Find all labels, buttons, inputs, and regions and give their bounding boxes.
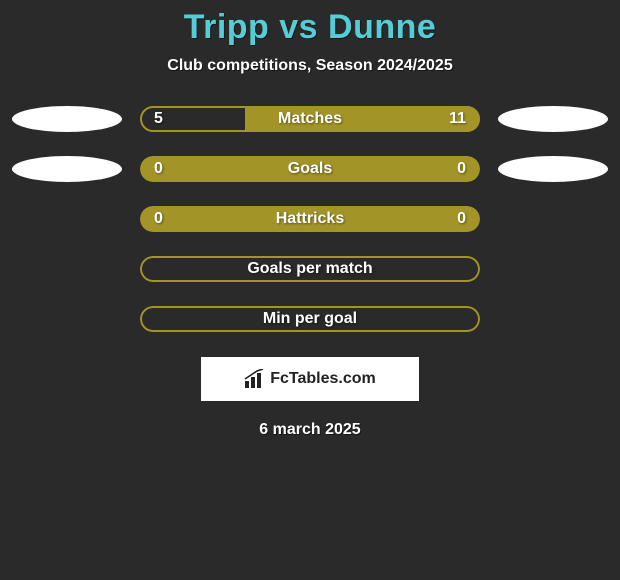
bars-icon bbox=[244, 369, 266, 389]
stat-row: 00Hattricks bbox=[12, 205, 608, 233]
left-oval bbox=[12, 156, 122, 182]
stat-label: Goals per match bbox=[140, 260, 480, 278]
page-title: Tripp vs Dunne bbox=[184, 8, 437, 47]
stat-row: Min per goal bbox=[12, 305, 608, 333]
stats-rows: 511Matches 00Goals 00Hattricks Goals per ma… bbox=[12, 105, 608, 355]
main-container: Tripp vs Dunne Club competitions, Season… bbox=[0, 0, 620, 439]
stat-label: Matches bbox=[140, 110, 480, 128]
brand-box: FcTables.com bbox=[201, 357, 419, 401]
stat-row: 00Goals bbox=[12, 155, 608, 183]
stat-bar: Goals per match bbox=[140, 256, 480, 282]
right-oval bbox=[498, 156, 608, 182]
left-oval bbox=[12, 106, 122, 132]
right-oval bbox=[498, 106, 608, 132]
brand-text: FcTables.com bbox=[270, 370, 376, 388]
stat-row: 511Matches bbox=[12, 105, 608, 133]
stat-label: Min per goal bbox=[140, 310, 480, 328]
stat-bar: 00Goals bbox=[140, 156, 480, 182]
stat-label: Goals bbox=[140, 160, 480, 178]
stat-bar: 00Hattricks bbox=[140, 206, 480, 232]
stat-label: Hattricks bbox=[140, 210, 480, 228]
stat-bar: Min per goal bbox=[140, 306, 480, 332]
date-text: 6 march 2025 bbox=[259, 421, 360, 439]
stat-bar: 511Matches bbox=[140, 106, 480, 132]
subtitle: Club competitions, Season 2024/2025 bbox=[167, 57, 452, 75]
stat-row: Goals per match bbox=[12, 255, 608, 283]
